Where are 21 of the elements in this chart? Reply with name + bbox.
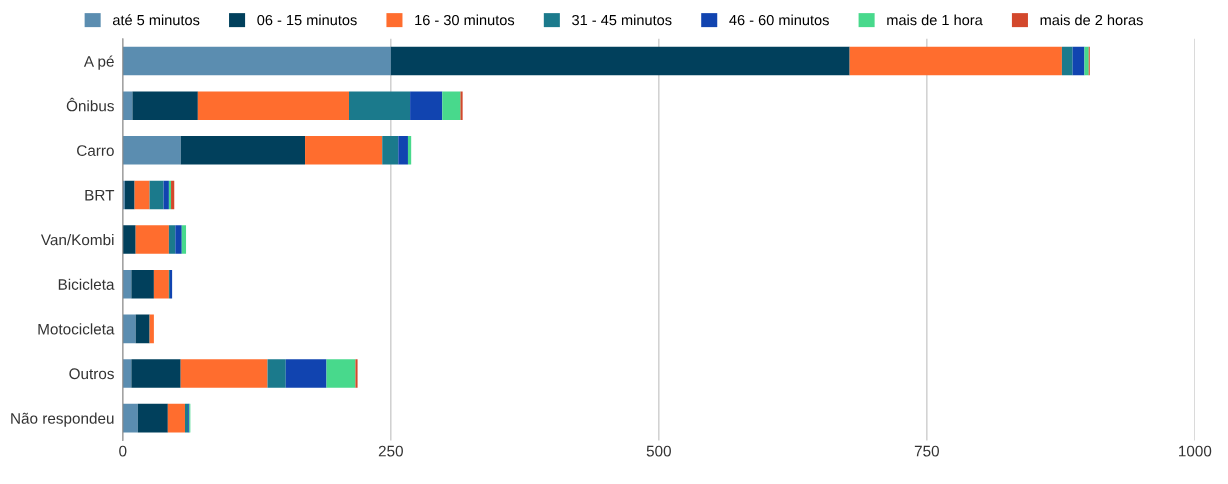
legend-label: 06 - 15 minutos <box>257 14 357 26</box>
x-tick-label: 0 <box>119 445 127 457</box>
x-tick-label: 750 <box>914 445 939 457</box>
legend-label: 31 - 45 minutos <box>572 14 672 26</box>
y-tick-label: Bicicleta <box>58 278 115 290</box>
y-tick-label: Não respondeu <box>11 412 114 427</box>
legend-label: mais de 1 hora <box>887 14 983 26</box>
y-tick-label: Outros <box>69 368 114 380</box>
y-tick-label: BRT <box>85 189 115 201</box>
y-tick-label: Van/Kombi <box>40 234 114 246</box>
x-tick-label: 250 <box>378 445 403 457</box>
legend-label: 46 - 60 minutos <box>729 14 829 26</box>
y-tick-label: Motocicleta <box>38 323 115 335</box>
y-tick-label: A pé <box>83 55 114 70</box>
legend-label: até 5 minutos <box>112 14 200 26</box>
x-tick-label: 1000 <box>1179 445 1212 457</box>
y-tick-label: Ônibus <box>66 97 114 112</box>
x-tick-label: 500 <box>646 445 671 457</box>
legend-label: 16 - 30 minutos <box>415 14 515 26</box>
legend-label: mais de 2 horas <box>1040 14 1143 26</box>
y-tick-label: Carro <box>77 145 114 156</box>
